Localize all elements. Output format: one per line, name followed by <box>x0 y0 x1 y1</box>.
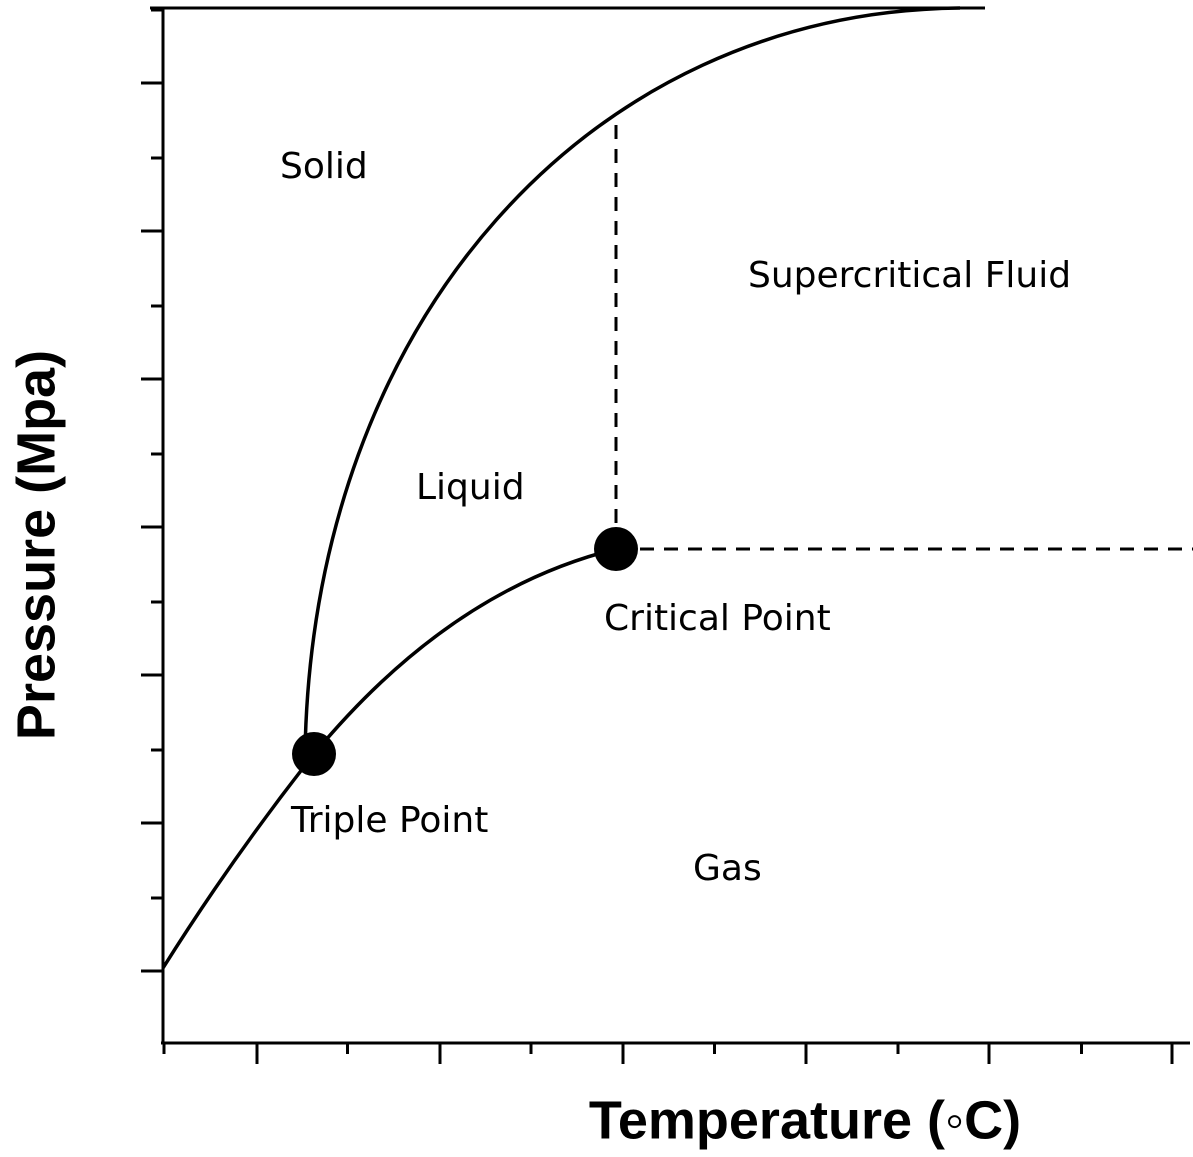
melting-curve <box>303 6 961 755</box>
gas-label: Gas <box>693 848 762 889</box>
critical-point-label: Critical Point <box>604 598 831 639</box>
triple-point-label: Triple Point <box>290 800 488 841</box>
vaporization-curve <box>161 547 617 969</box>
y-ticks <box>141 8 163 973</box>
supercritical-label: Supercritical Fluid <box>748 255 1071 296</box>
y-axis-title: Pressure (Mpa) <box>6 350 66 740</box>
triple-point-dot <box>292 732 336 776</box>
solid-label: Solid <box>280 146 368 187</box>
x-axis-title: Temperature (◦C) <box>589 1090 1021 1150</box>
critical-point-dot <box>594 527 638 571</box>
liquid-label: Liquid <box>416 467 525 508</box>
x-ticks <box>162 1043 1174 1064</box>
